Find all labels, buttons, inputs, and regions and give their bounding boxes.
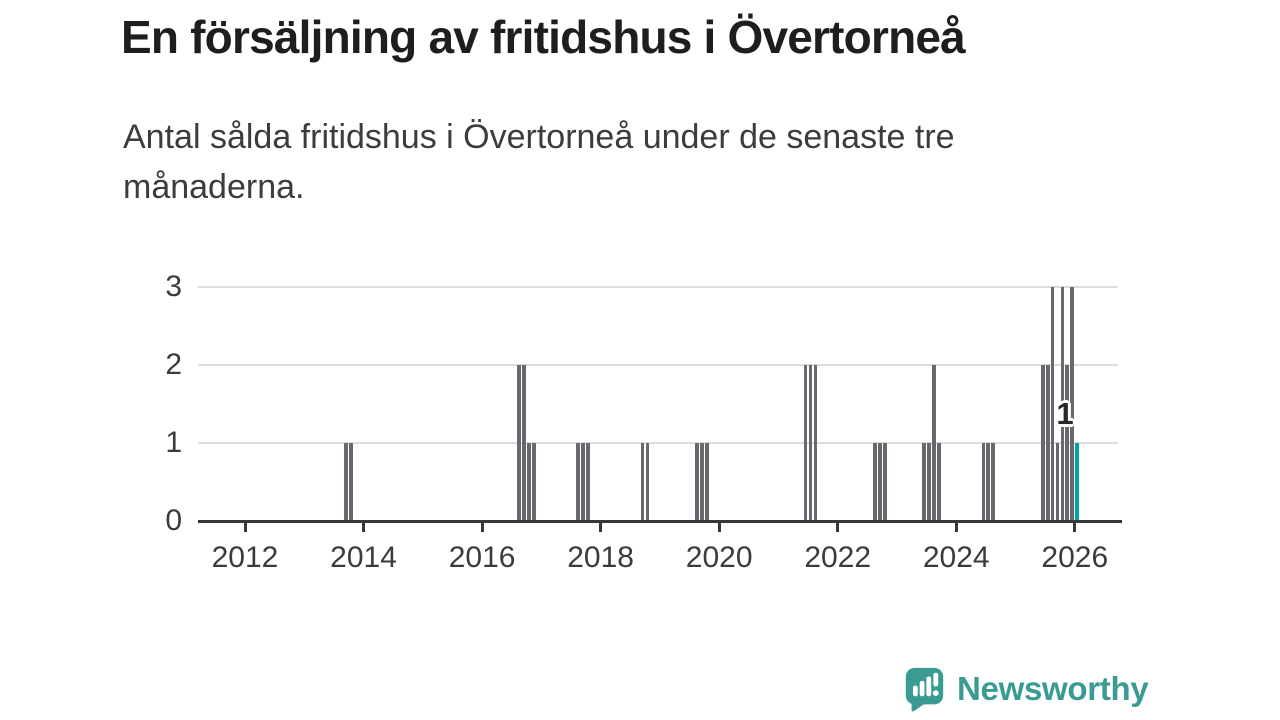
bar — [872, 443, 877, 521]
chart-subtitle-line-2: månaderna. — [123, 168, 305, 206]
bar — [991, 443, 996, 521]
bar — [586, 443, 591, 521]
newsworthy-logo: Newsworthy — [901, 664, 1149, 714]
bar — [645, 443, 650, 521]
bar — [1060, 287, 1065, 521]
bar — [1055, 443, 1060, 521]
x-axis-label-2020: 2020 — [685, 541, 753, 574]
x-axis-label-2018: 2018 — [567, 541, 634, 574]
x-axis-label-2022: 2022 — [804, 541, 872, 574]
bar-highlighted — [1075, 443, 1080, 521]
bar — [699, 443, 704, 521]
bar — [1070, 287, 1075, 521]
chart-subtitle-line-1: Antal sålda fritidshus i Övertorneå unde… — [123, 118, 955, 156]
x-axis-tick-2014 — [362, 523, 366, 532]
x-axis-tick-2026 — [1073, 523, 1077, 532]
x-axis-tick-2020 — [717, 523, 721, 532]
bar — [695, 443, 699, 521]
chart-title: En försäljning av fritidshus i Övertorne… — [121, 11, 966, 63]
bar — [803, 365, 808, 521]
bar — [1040, 365, 1045, 521]
bar — [527, 443, 531, 521]
x-axis-tick-2012 — [243, 523, 247, 532]
x-axis-line — [198, 520, 1122, 523]
x-axis-tick-2016 — [480, 523, 484, 532]
bar — [813, 365, 818, 521]
bar — [532, 443, 536, 521]
bar — [877, 443, 882, 521]
x-axis-tick-2024 — [954, 523, 958, 532]
bar — [1045, 365, 1050, 521]
x-axis-label-2026: 2026 — [1041, 541, 1109, 574]
gridline-y-3 — [198, 286, 1118, 288]
bar — [581, 443, 586, 521]
bar — [932, 365, 936, 521]
bar — [576, 443, 581, 521]
bar — [922, 443, 927, 521]
bar — [981, 443, 986, 521]
gridline-y-2 — [198, 364, 1118, 366]
bar — [522, 365, 526, 521]
x-axis-label-2024: 2024 — [922, 541, 990, 574]
bar — [882, 443, 887, 521]
bar — [344, 443, 349, 521]
y-axis-label-0: 0 — [165, 504, 182, 537]
y-axis-label-2: 2 — [165, 348, 182, 381]
chart-subtitle: Antal sålda fritidshus i Övertorneå unde… — [123, 112, 1133, 212]
bar — [927, 443, 931, 521]
x-axis-label-2016: 2016 — [448, 541, 516, 574]
bar — [640, 443, 645, 521]
bar — [349, 443, 354, 521]
gridline-y-1 — [198, 442, 1118, 444]
x-axis-label-2012: 2012 — [211, 541, 279, 574]
bar — [808, 365, 813, 521]
highlight-value-label: 1 — [1056, 396, 1074, 431]
y-axis-label-3: 3 — [165, 270, 182, 303]
x-axis-tick-2022 — [836, 523, 840, 532]
x-axis-label-2014: 2014 — [330, 541, 397, 574]
newsworthy-speech-bubble-bar-chart-icon — [905, 667, 944, 712]
bar — [937, 443, 941, 521]
bar — [986, 443, 991, 521]
x-axis-tick-2018 — [599, 523, 603, 532]
bar — [1050, 287, 1055, 521]
y-axis-label-1: 1 — [165, 426, 182, 459]
newsworthy-logo-text: Newsworthy — [957, 670, 1149, 707]
bar — [1065, 365, 1070, 521]
bar — [517, 365, 522, 521]
bar — [704, 443, 709, 521]
